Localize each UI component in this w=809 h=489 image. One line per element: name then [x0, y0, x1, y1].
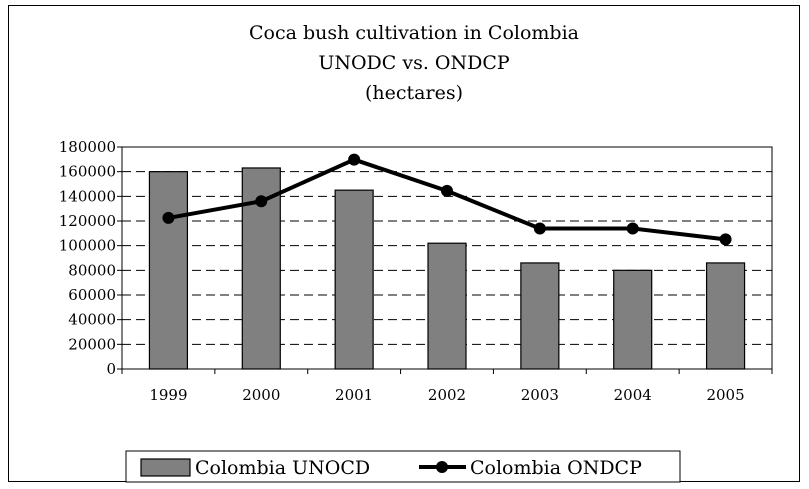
point-ondcp-2004	[626, 222, 639, 235]
title-line-3: (hectares)	[365, 82, 463, 104]
y-tick-label-20000: 20000	[68, 335, 116, 353]
plot-area: 0 20000 40000 60000 80000 100000 120000 140000 1…	[59, 138, 773, 404]
point-ondcp-1999	[162, 211, 175, 224]
bar-2001	[334, 189, 374, 370]
legend: Colombia UNOCD Colombia ONDCP	[125, 450, 681, 483]
x-tick-label-1999: 1999	[149, 386, 187, 404]
bar-2004	[613, 269, 653, 370]
y-tick-label-100000: 100000	[59, 237, 116, 255]
x-tick-label-2002: 2002	[428, 386, 466, 404]
x-tick-label-2001: 2001	[335, 386, 373, 404]
y-tick-label-140000: 140000	[59, 187, 116, 205]
point-ondcp-2000	[255, 195, 268, 208]
legend-label-colombia-unocd: Colombia UNOCD	[195, 457, 370, 479]
legend-box	[125, 450, 681, 483]
y-tick-label-40000: 40000	[68, 311, 116, 329]
y-tick-label-60000: 60000	[68, 286, 116, 304]
point-ondcp-2001	[348, 153, 361, 166]
y-tick-label-0: 0	[106, 360, 116, 378]
bar-2003	[520, 262, 560, 370]
title-line-2: UNODC vs. ONDCP	[318, 52, 510, 74]
y-tick-label-160000: 160000	[59, 163, 116, 181]
y-tick-label-180000: 180000	[59, 138, 116, 156]
legend-swatch-colombia-unocd	[140, 458, 191, 477]
y-tick-label-80000: 80000	[68, 261, 116, 279]
bar-2005	[705, 262, 746, 370]
bar-2002	[427, 242, 467, 370]
title-line-1: Coca bush cultivation in Colombia	[249, 22, 579, 44]
x-tick-label-2005: 2005	[706, 386, 744, 404]
bar-1999	[148, 171, 189, 370]
point-ondcp-2003	[533, 222, 546, 235]
legend-label-colombia-ondcp: Colombia ONDCP	[470, 457, 642, 479]
legend-marker-colombia-ondcp	[436, 461, 448, 473]
x-tick-label-2003: 2003	[521, 386, 559, 404]
point-ondcp-2002	[441, 184, 453, 197]
y-tick-label-120000: 120000	[59, 212, 116, 230]
x-tick-label-2000: 2000	[242, 386, 280, 404]
chart-title: Coca bush cultivation in Colombia UNODC …	[249, 22, 579, 104]
point-ondcp-2005	[719, 233, 732, 246]
x-tick-label-2004: 2004	[614, 386, 652, 404]
